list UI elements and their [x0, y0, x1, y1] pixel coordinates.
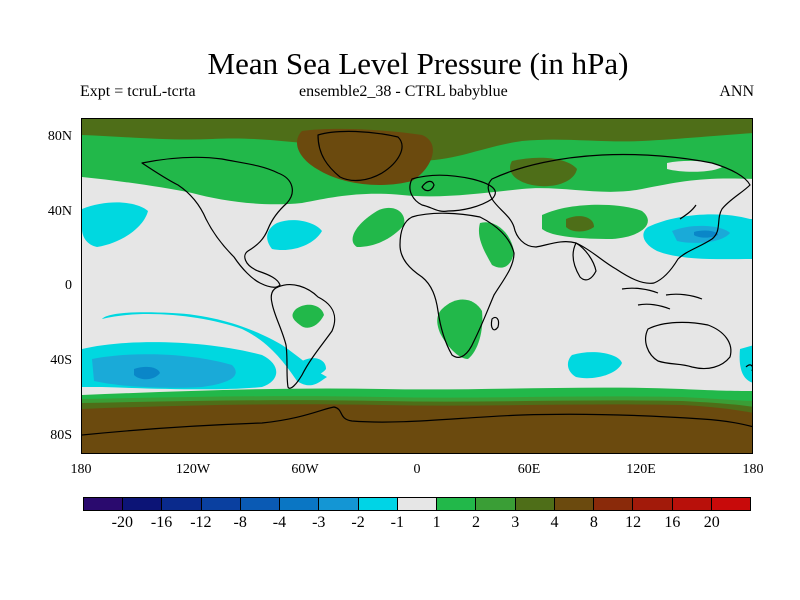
colorbar-label: -4	[272, 514, 287, 531]
season-label: ANN	[719, 83, 754, 100]
colorbar-label: -12	[190, 514, 212, 531]
colorbar-swatch	[358, 498, 398, 510]
south-pacific-low	[102, 312, 327, 386]
lat-label: 80N	[47, 129, 72, 144]
lon-label: 180	[742, 462, 764, 477]
south-pacific-low-mid	[92, 354, 236, 388]
map-svg	[82, 119, 752, 453]
coastlines	[82, 130, 752, 436]
pacific-low-north	[82, 202, 148, 247]
colorbar-swatch	[476, 498, 516, 510]
colorbar-swatch	[84, 498, 124, 510]
se-pacific-low	[739, 345, 752, 383]
colorbar-label: 2	[471, 514, 480, 531]
colorbar-swatch	[123, 498, 163, 510]
colorbar-label: -1	[390, 514, 404, 531]
colorbar-swatch	[633, 498, 673, 510]
lat-label: 40S	[50, 353, 72, 368]
south-indian-low	[567, 352, 622, 379]
patagonia-low	[300, 358, 326, 376]
pressure-map	[81, 118, 753, 454]
colorbar-swatch	[515, 498, 555, 510]
lat-label: 0	[65, 278, 72, 293]
atlantic-low-north	[267, 220, 322, 251]
colorbar-swatch	[437, 498, 477, 510]
colorbar-swatch	[397, 498, 438, 510]
lon-label: 60W	[291, 462, 319, 477]
lon-label: 0	[413, 462, 421, 477]
colorbar-swatch	[162, 498, 202, 510]
colorbar-swatch	[672, 498, 712, 510]
colorbar	[83, 497, 751, 511]
colorbar-swatch	[319, 498, 359, 510]
lon-label: 180	[70, 462, 92, 477]
south-pacific-low-core	[134, 366, 160, 380]
colorbar-label: 3	[511, 514, 520, 531]
colorbar-swatch	[280, 498, 320, 510]
asia-high	[542, 204, 648, 239]
colorbar-label: -3	[312, 514, 326, 531]
lon-label: 120E	[626, 462, 656, 477]
colorbar-swatch	[201, 498, 241, 510]
atlantic-high	[352, 207, 405, 247]
southern-africa-high	[437, 299, 483, 359]
colorbar-label: -2	[351, 514, 365, 531]
africa-high	[478, 222, 514, 268]
colorbar-label: 20	[703, 514, 720, 531]
south-america-high	[292, 304, 324, 328]
antarctic-high	[82, 404, 752, 453]
colorbar-label: -16	[150, 514, 173, 531]
colorbar-swatch	[711, 498, 750, 510]
arctic-neutral-patch	[667, 160, 722, 172]
colorbar-label: 4	[550, 514, 559, 531]
colorbar-label: 1	[432, 514, 441, 531]
colorbar-swatch	[554, 498, 595, 510]
colorbar-swatch	[594, 498, 634, 510]
colorbar-label: -8	[233, 514, 247, 531]
lat-label: 40N	[47, 204, 72, 219]
lon-label: 120W	[175, 462, 211, 477]
greenland-high	[297, 128, 433, 185]
colorbar-swatch	[240, 498, 281, 510]
colorbar-label: 12	[625, 514, 642, 531]
nw-pacific-tip	[694, 230, 718, 238]
experiment-label: Expt = tcruL-tcrta	[80, 83, 196, 100]
colorbar-label: 8	[589, 514, 598, 531]
ensemble-label: ensemble2_38 - CTRL babyblue	[299, 83, 508, 100]
lon-label: 60E	[517, 462, 541, 477]
chart-title: Mean Sea Level Pressure (in hPa)	[207, 46, 629, 81]
colorbar-label: -20	[111, 514, 133, 531]
asia-high-core	[566, 216, 594, 232]
colorbar-label: 16	[664, 514, 681, 531]
lat-label: 80S	[50, 428, 72, 443]
siberia-high	[510, 157, 577, 187]
